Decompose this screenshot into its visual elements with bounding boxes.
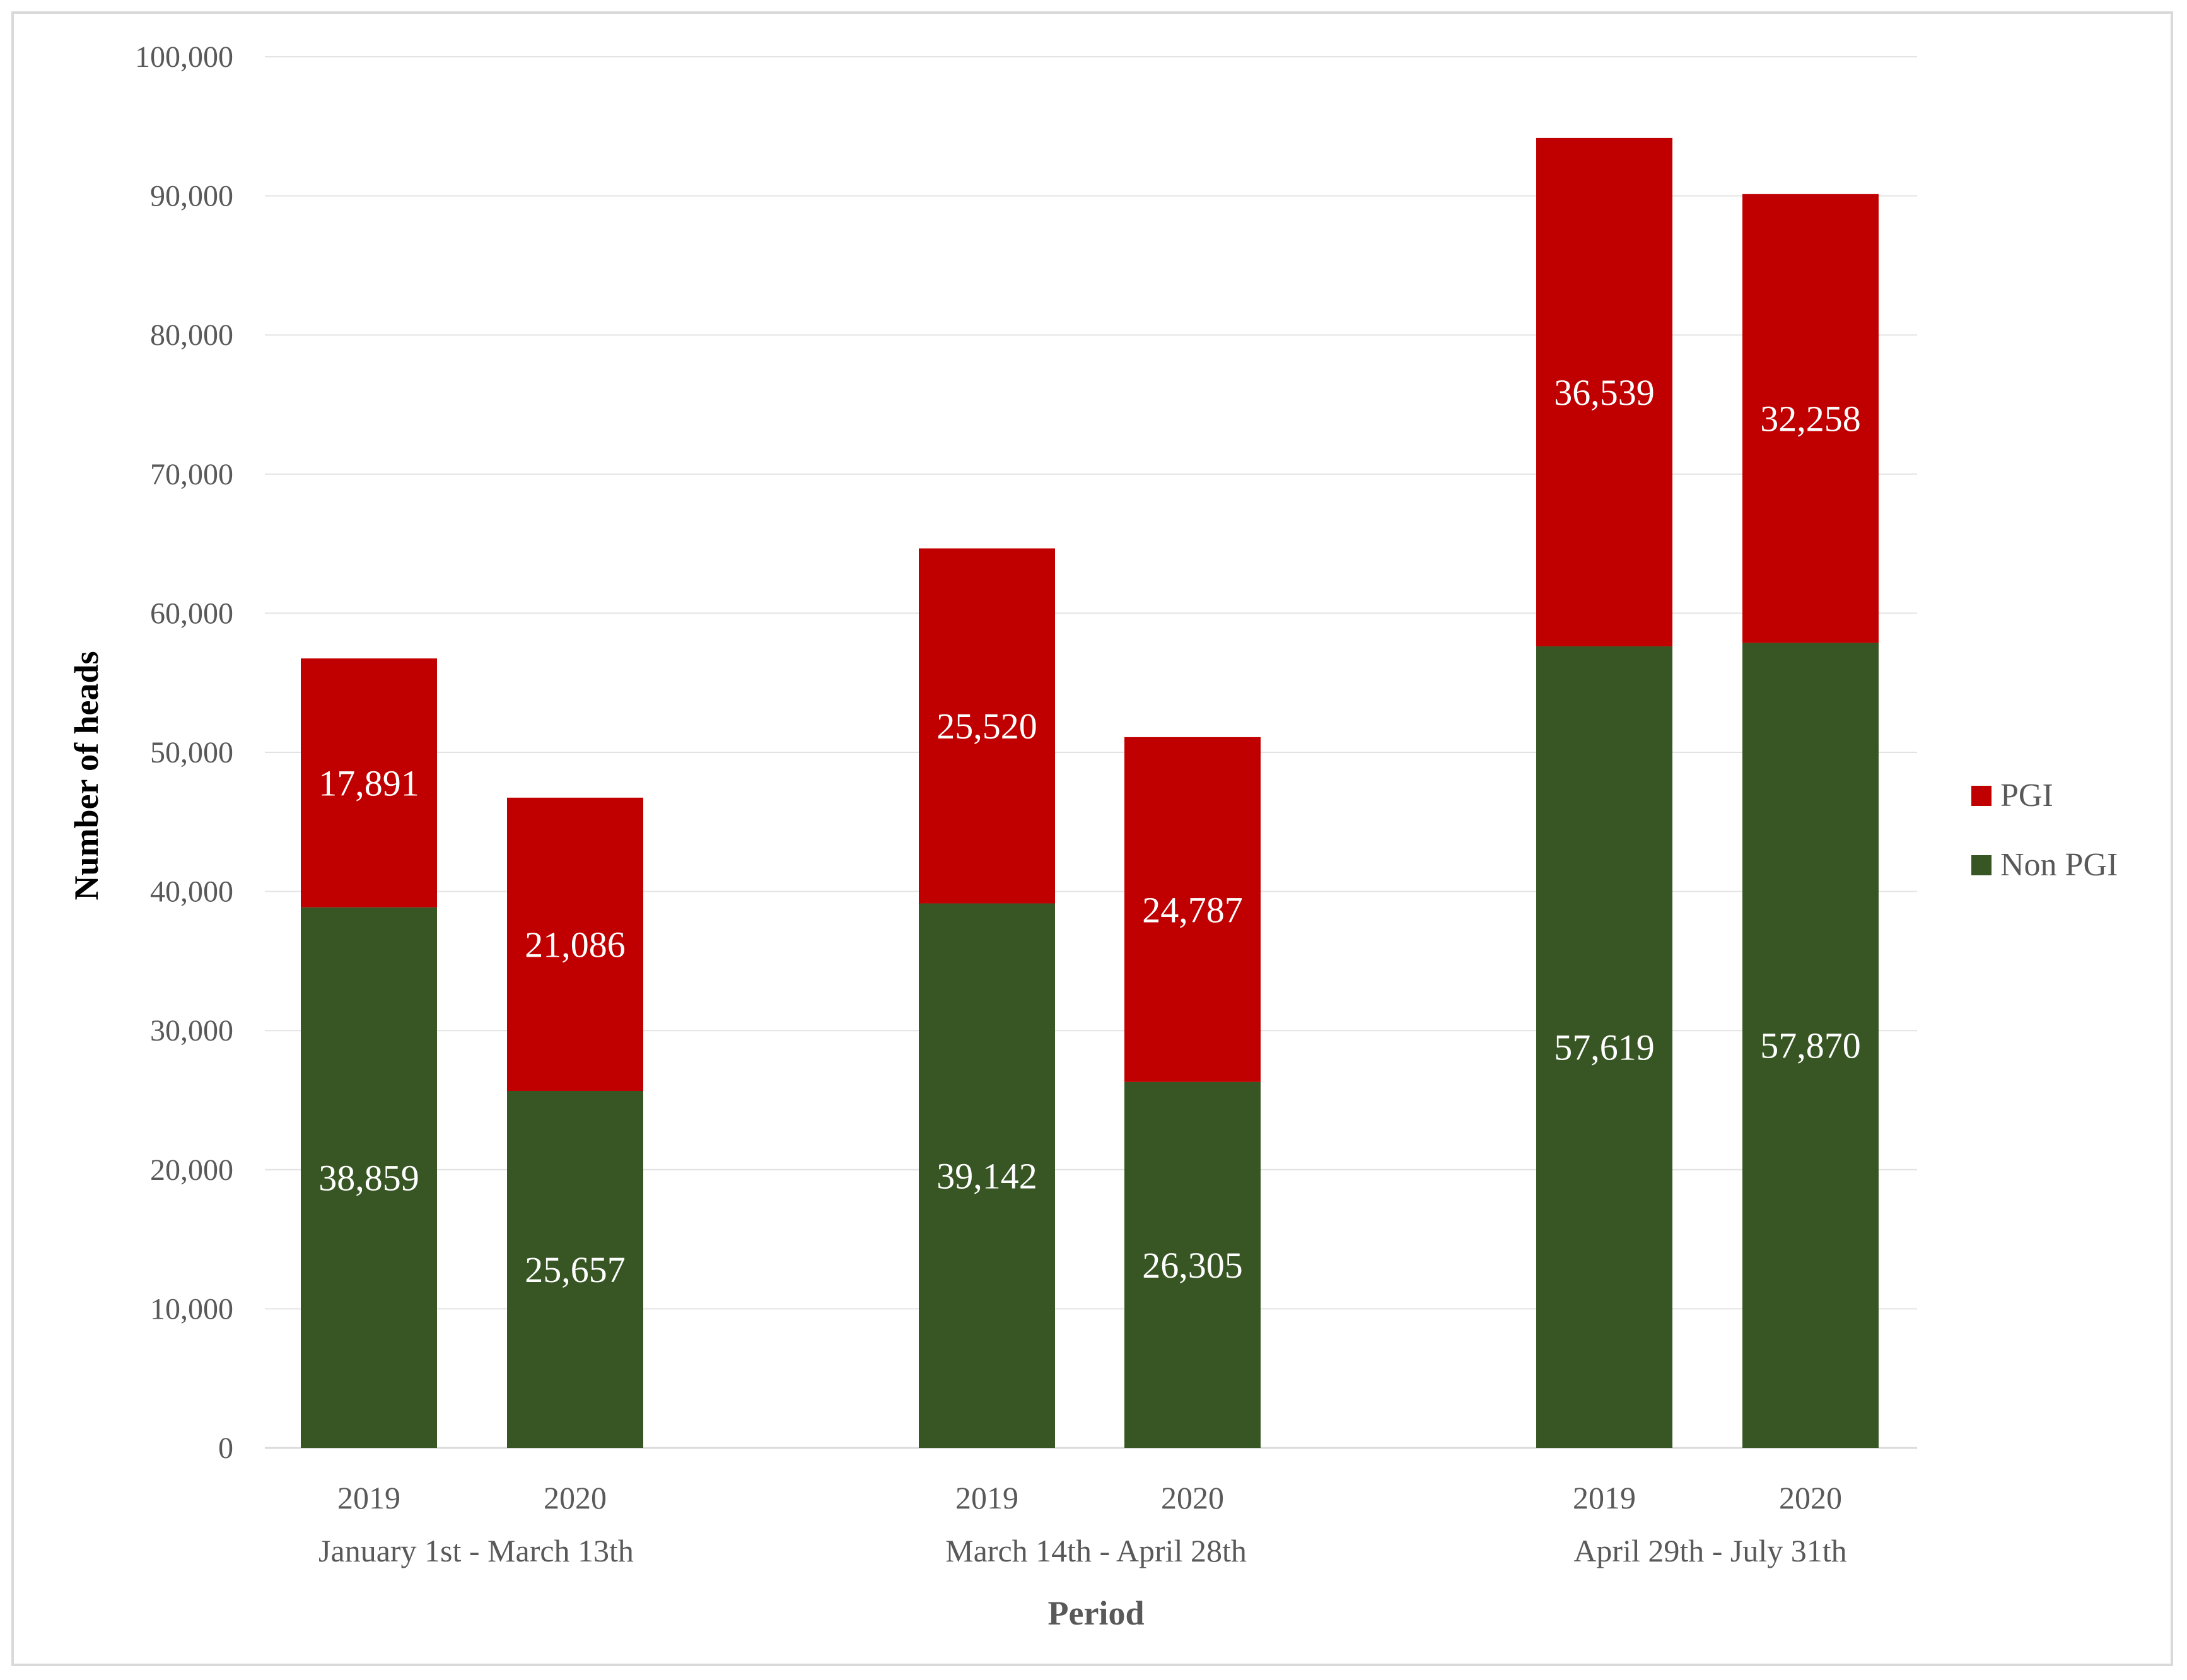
data-label-non-pgi: 25,657 — [525, 1249, 626, 1290]
x-tick-label-year: 2020 — [544, 1480, 607, 1515]
y-tick-label: 100,000 — [135, 40, 233, 74]
y-axis-ticks: 0 10,000 20,000 30,000 40,000 50,000 60,000 70,… — [135, 40, 233, 1465]
x-tick-label-year: 2020 — [1161, 1480, 1224, 1515]
legend-label-pgi: PGI — [2000, 778, 2053, 814]
data-label-pgi: 25,520 — [936, 706, 1037, 747]
y-axis-title: Number of heads — [67, 651, 105, 900]
y-tick-label: 50,000 — [150, 736, 233, 769]
legend: PGI Non PGI — [1971, 778, 2118, 883]
legend-swatch-non-pgi — [1971, 855, 1992, 875]
y-tick-label: 40,000 — [150, 875, 233, 909]
data-label-non-pgi: 57,619 — [1554, 1027, 1655, 1068]
bar-non-pgi — [1124, 1082, 1261, 1448]
bar-pgi — [1742, 194, 1879, 643]
x-tick-label-year: 2020 — [1779, 1480, 1842, 1515]
data-label-pgi: 36,539 — [1554, 372, 1655, 413]
y-tick-label: 90,000 — [150, 180, 233, 213]
x-group-label: April 29th - July 31th — [1573, 1533, 1846, 1568]
y-tick-label: 20,000 — [150, 1153, 233, 1187]
data-label-pgi: 32,258 — [1760, 399, 1861, 440]
x-tick-label-year: 2019 — [337, 1480, 400, 1515]
bar-pgi — [1124, 737, 1261, 1082]
bar-data-labels: 38,859 17,891 25,657 21,086 39,142 25,520 26,3… — [318, 372, 1861, 1290]
x-tick-label-year: 2019 — [955, 1480, 1018, 1515]
bar-non-pgi — [507, 1091, 643, 1448]
bar-pgi — [507, 797, 643, 1092]
data-label-non-pgi: 38,859 — [318, 1157, 419, 1198]
legend-label-non-pgi: Non PGI — [2000, 847, 2118, 883]
bar-non-pgi — [1536, 646, 1672, 1448]
y-tick-label: 10,000 — [150, 1292, 233, 1326]
x-tick-label-year: 2019 — [1573, 1480, 1636, 1515]
data-label-non-pgi: 39,142 — [936, 1155, 1037, 1196]
data-label-non-pgi: 57,870 — [1760, 1025, 1861, 1066]
bars — [301, 137, 1879, 1448]
bar-pgi — [301, 658, 437, 907]
y-tick-label: 30,000 — [150, 1014, 233, 1047]
data-label-pgi: 21,086 — [525, 924, 626, 965]
x-group-label: January 1st - March 13th — [318, 1533, 634, 1568]
data-label-pgi: 24,787 — [1142, 889, 1243, 930]
x-axis-ticks: 2019 2020 January 1st - March 13th 2019 2020… — [318, 1480, 1847, 1568]
y-tick-label: 80,000 — [150, 318, 233, 352]
y-tick-label: 60,000 — [150, 597, 233, 630]
y-tick-label: 0 — [218, 1432, 233, 1465]
data-label-pgi: 17,891 — [318, 762, 419, 803]
bar-pgi — [919, 548, 1055, 904]
y-tick-label: 70,000 — [150, 458, 233, 491]
bar-non-pgi — [1742, 643, 1879, 1448]
bar-non-pgi — [301, 907, 437, 1448]
legend-swatch-pgi — [1971, 786, 1992, 806]
x-axis-title: Period — [1048, 1594, 1145, 1632]
bar-pgi — [1536, 137, 1672, 646]
data-label-non-pgi: 26,305 — [1142, 1245, 1243, 1286]
bar-non-pgi — [919, 903, 1055, 1448]
x-group-label: March 14th - April 28th — [945, 1533, 1247, 1568]
